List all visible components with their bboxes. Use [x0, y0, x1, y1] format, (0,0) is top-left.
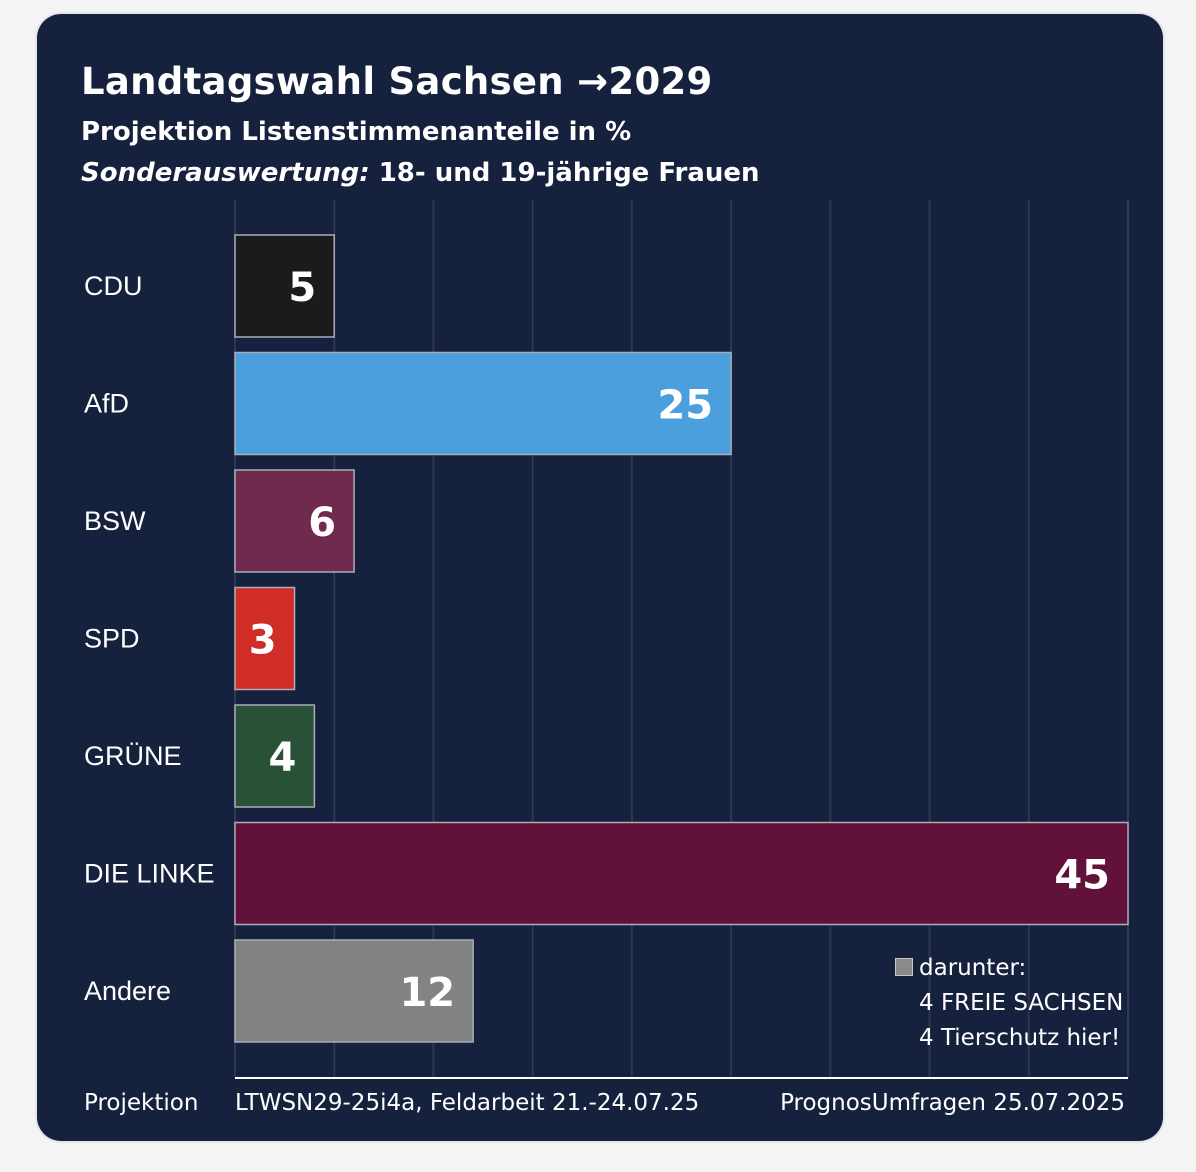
- value-label: 3: [249, 618, 277, 664]
- bar-andere: [234, 939, 474, 1043]
- category-label: AfD: [84, 389, 129, 419]
- bar-gr-ne: [234, 704, 316, 808]
- note-heading: darunter:: [919, 955, 1027, 981]
- bars: [234, 234, 1129, 1043]
- value-label: 6: [308, 500, 336, 546]
- chart-subtitle: Projektion Listenstimmenanteile in %: [81, 117, 632, 147]
- value-label: 45: [1054, 853, 1110, 899]
- value-label: 5: [288, 265, 316, 311]
- chart-title: Landtagswahl Sachsen →2029: [81, 60, 713, 103]
- bar-afd: [234, 351, 732, 456]
- category-label: SPD: [84, 624, 140, 654]
- category-label: DIE LINKE: [84, 859, 215, 889]
- category-labels: CDU AfD BSW SPD GRÜNE DIE LINKE Andere: [84, 271, 215, 1006]
- category-label: GRÜNE: [84, 741, 182, 771]
- bar-chart: CDU AfD BSW SPD GRÜNE DIE LINKE Andere 5 25 6 3 4 4…: [84, 200, 1129, 1079]
- special-evaluation-label: Sonderauswertung:: [81, 158, 370, 188]
- others-legend-swatch: [895, 958, 913, 976]
- value-label: 25: [657, 383, 713, 429]
- footer-projection-label: Projektion: [84, 1090, 199, 1116]
- chart-subtitle-special: Sonderauswertung: 18- und 19-jährige Fra…: [81, 158, 760, 188]
- value-label: 12: [399, 970, 455, 1016]
- note-line-1: darunter:: [895, 951, 1123, 986]
- bar-spd: [234, 586, 296, 691]
- others-breakdown-note: darunter: 4 FREIE SACHSEN 4 Tierschutz h…: [895, 951, 1123, 1056]
- bar-die-linke: [234, 821, 1129, 926]
- footer-source: PrognosUmfragen 25.07.2025: [780, 1090, 1125, 1116]
- chart-card: Landtagswahl Sachsen →2029 Projektion Li…: [37, 14, 1163, 1141]
- value-labels: 5 25 6 3 4 45 12: [249, 265, 1110, 1016]
- category-label: CDU: [84, 271, 143, 301]
- note-line-3: 4 Tierschutz hier!: [919, 1025, 1121, 1051]
- special-evaluation-text: 18- und 19-jährige Frauen: [369, 158, 760, 188]
- category-label: BSW: [84, 506, 146, 536]
- category-label: Andere: [84, 976, 171, 1006]
- bar-cdu: [234, 234, 335, 338]
- bar-bsw: [234, 469, 355, 573]
- value-label: 4: [269, 735, 297, 781]
- footer-survey-id: LTWSN29-25i4a, Feldarbeit 21.-24.07.25: [235, 1090, 700, 1116]
- note-line-2: 4 FREIE SACHSEN: [919, 990, 1124, 1016]
